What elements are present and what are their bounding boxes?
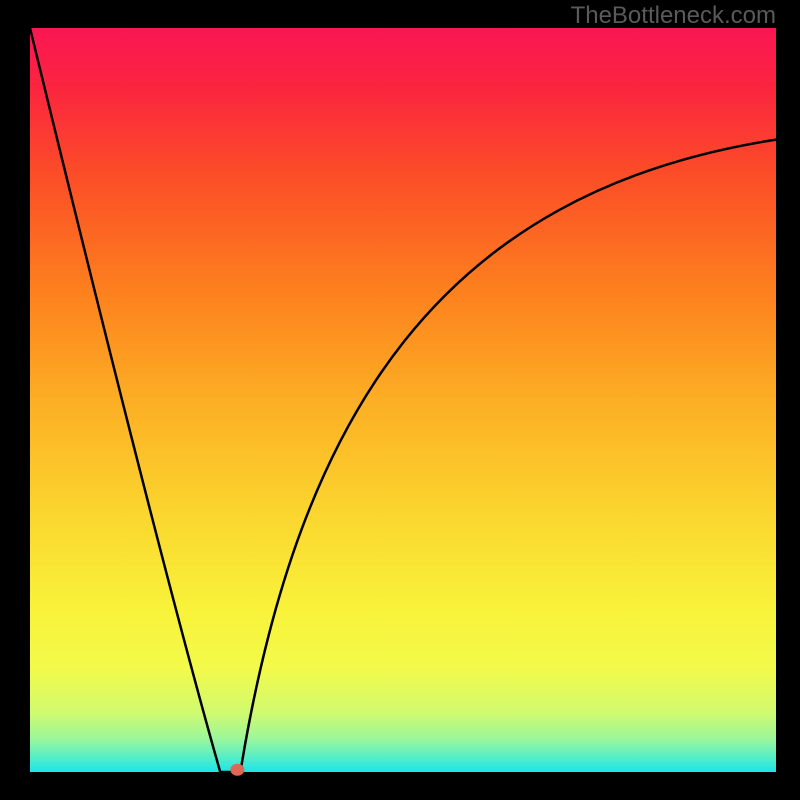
minimum-marker (230, 764, 244, 776)
watermark-text: TheBottleneck.com (571, 2, 776, 30)
chart-svg (0, 0, 800, 800)
plot-gradient-background (30, 28, 776, 772)
